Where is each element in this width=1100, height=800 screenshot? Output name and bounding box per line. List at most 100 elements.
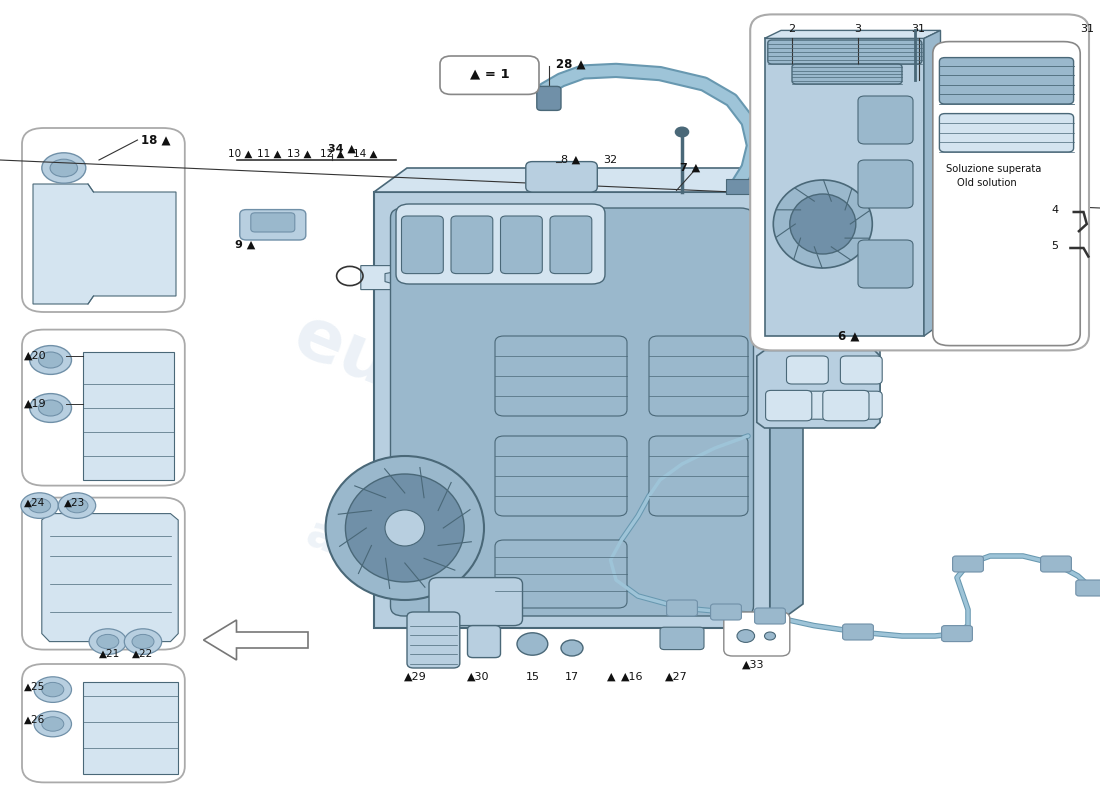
FancyBboxPatch shape [840, 356, 882, 384]
Ellipse shape [385, 510, 425, 546]
Polygon shape [82, 352, 174, 480]
FancyBboxPatch shape [786, 356, 828, 384]
FancyBboxPatch shape [22, 664, 185, 782]
Ellipse shape [97, 634, 119, 649]
Text: ▲23: ▲23 [64, 498, 85, 507]
FancyBboxPatch shape [468, 626, 500, 658]
Text: ▲22: ▲22 [132, 649, 153, 658]
Ellipse shape [51, 159, 77, 177]
FancyBboxPatch shape [440, 56, 539, 94]
FancyBboxPatch shape [755, 608, 785, 624]
FancyBboxPatch shape [939, 114, 1074, 152]
FancyBboxPatch shape [495, 436, 627, 516]
FancyBboxPatch shape [840, 391, 882, 419]
FancyBboxPatch shape [429, 578, 522, 626]
Ellipse shape [29, 498, 51, 513]
Ellipse shape [345, 474, 464, 582]
Polygon shape [757, 350, 880, 428]
FancyBboxPatch shape [240, 210, 306, 240]
Ellipse shape [30, 394, 72, 422]
FancyBboxPatch shape [550, 216, 592, 274]
FancyBboxPatch shape [724, 612, 790, 656]
Text: 3: 3 [855, 23, 861, 34]
Text: ▲19: ▲19 [24, 399, 47, 409]
Ellipse shape [30, 346, 72, 374]
Text: 32: 32 [603, 155, 617, 165]
Ellipse shape [39, 400, 63, 416]
FancyBboxPatch shape [953, 556, 983, 572]
Text: a passion: a passion [299, 511, 537, 641]
Polygon shape [374, 192, 770, 628]
Text: 7 ▲: 7 ▲ [680, 163, 700, 173]
FancyBboxPatch shape [823, 390, 869, 421]
Text: 15: 15 [526, 672, 539, 682]
Text: ▲30: ▲30 [468, 672, 490, 682]
Ellipse shape [42, 682, 64, 697]
FancyBboxPatch shape [451, 216, 493, 274]
FancyBboxPatch shape [858, 240, 913, 288]
Polygon shape [779, 336, 880, 426]
Ellipse shape [790, 194, 856, 254]
FancyBboxPatch shape [942, 626, 972, 642]
Text: 31: 31 [1080, 23, 1093, 34]
Ellipse shape [89, 629, 127, 654]
FancyBboxPatch shape [495, 540, 627, 608]
Circle shape [517, 633, 548, 655]
FancyBboxPatch shape [22, 128, 185, 312]
FancyBboxPatch shape [526, 162, 597, 192]
FancyBboxPatch shape [407, 612, 460, 668]
FancyBboxPatch shape [649, 436, 748, 516]
FancyBboxPatch shape [660, 627, 704, 650]
FancyBboxPatch shape [396, 204, 605, 284]
Ellipse shape [773, 180, 872, 268]
Text: ▲ = 1: ▲ = 1 [470, 68, 509, 81]
Text: Soluzione superata: Soluzione superata [946, 164, 1042, 174]
FancyBboxPatch shape [792, 64, 902, 84]
Ellipse shape [34, 677, 72, 702]
Text: ▲21: ▲21 [99, 649, 120, 658]
Bar [726, 179, 754, 194]
Text: eurocars: eurocars [284, 302, 640, 498]
FancyBboxPatch shape [939, 58, 1074, 104]
Ellipse shape [58, 493, 96, 518]
FancyBboxPatch shape [667, 600, 697, 616]
Polygon shape [42, 514, 178, 642]
Ellipse shape [42, 153, 86, 183]
FancyBboxPatch shape [843, 624, 873, 640]
Ellipse shape [21, 493, 58, 518]
FancyBboxPatch shape [858, 160, 913, 208]
Text: Old solution: Old solution [957, 178, 1016, 188]
Ellipse shape [132, 634, 154, 649]
Ellipse shape [42, 717, 64, 731]
FancyBboxPatch shape [402, 216, 443, 274]
Polygon shape [361, 266, 394, 290]
Ellipse shape [66, 498, 88, 513]
Text: ▲27: ▲27 [666, 672, 688, 682]
FancyBboxPatch shape [933, 42, 1080, 346]
FancyBboxPatch shape [22, 330, 185, 486]
Text: 34 ▲: 34 ▲ [328, 143, 355, 154]
Text: 6 ▲: 6 ▲ [838, 330, 859, 342]
Text: ▲33: ▲33 [742, 660, 764, 670]
Text: 8 ▲: 8 ▲ [561, 155, 580, 165]
Text: 11 ▲: 11 ▲ [257, 149, 282, 158]
Circle shape [764, 632, 776, 640]
Text: ▲16: ▲16 [621, 672, 643, 682]
Text: 2: 2 [789, 23, 795, 34]
FancyBboxPatch shape [1041, 556, 1071, 572]
Text: 31: 31 [912, 23, 925, 34]
Text: 17: 17 [565, 672, 579, 682]
FancyBboxPatch shape [766, 390, 812, 421]
Text: 14 ▲: 14 ▲ [353, 149, 377, 158]
Text: ▲20: ▲20 [24, 351, 47, 361]
FancyBboxPatch shape [858, 96, 913, 144]
FancyBboxPatch shape [1076, 580, 1100, 596]
Polygon shape [764, 38, 924, 336]
Polygon shape [204, 620, 308, 660]
Circle shape [737, 630, 755, 642]
Text: ▲: ▲ [607, 672, 616, 682]
Circle shape [561, 640, 583, 656]
Ellipse shape [326, 456, 484, 600]
Text: ▲24: ▲24 [24, 498, 45, 507]
Text: 12 ▲: 12 ▲ [320, 149, 344, 158]
